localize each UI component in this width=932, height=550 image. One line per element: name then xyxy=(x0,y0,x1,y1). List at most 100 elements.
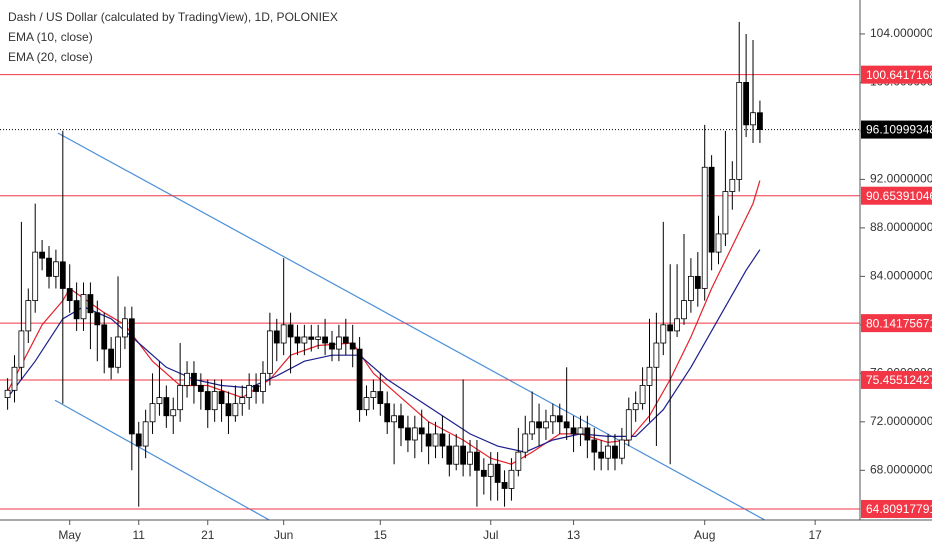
candle-body xyxy=(315,336,322,340)
candle-body xyxy=(280,324,287,344)
candle-body xyxy=(432,433,439,447)
candle-body xyxy=(439,433,446,447)
candle-body xyxy=(308,336,315,340)
x-tick-label: 17 xyxy=(808,528,822,542)
price-label-box xyxy=(861,120,932,139)
candle-body xyxy=(25,300,32,332)
candle-body xyxy=(508,469,515,489)
candle-body xyxy=(667,324,674,332)
candle-body xyxy=(53,261,59,277)
price-label-box xyxy=(861,186,932,205)
candle-body xyxy=(453,445,460,465)
candle-body xyxy=(425,433,432,447)
candle-body xyxy=(625,409,632,441)
candle-body xyxy=(170,409,177,417)
candle-body xyxy=(660,324,667,344)
candle-body xyxy=(605,445,611,459)
candle-body xyxy=(149,403,156,423)
candle-body xyxy=(356,348,363,411)
candle-body xyxy=(191,372,197,386)
x-tick-label: Jul xyxy=(483,528,498,542)
candle-body xyxy=(184,372,190,386)
candle-body xyxy=(701,166,708,289)
candle-body xyxy=(391,415,398,423)
candle-body xyxy=(377,391,384,405)
candle-body xyxy=(598,451,605,459)
candle-body xyxy=(632,403,639,411)
candle-body xyxy=(653,342,660,368)
candle-body xyxy=(260,372,266,392)
candle-body xyxy=(128,318,135,435)
candle-body xyxy=(18,330,25,368)
candle-body xyxy=(122,318,128,338)
candle-body xyxy=(66,288,73,302)
candle-body xyxy=(646,366,653,386)
x-tick-label: 15 xyxy=(374,528,388,542)
candle-body xyxy=(515,451,522,471)
candle-body xyxy=(273,330,280,344)
y-tick-label: 68.00000000 xyxy=(870,462,932,476)
price-label-box xyxy=(861,314,932,333)
candle-body xyxy=(87,294,94,314)
last-price-label: 96.10999348 xyxy=(866,123,932,137)
candle-body xyxy=(94,312,101,326)
candle-body xyxy=(487,463,494,477)
price-label-box xyxy=(861,499,932,518)
candle-body xyxy=(750,112,756,126)
candle-body xyxy=(584,427,591,441)
y-tick-label: 88.00000000 xyxy=(870,220,932,234)
candle-body xyxy=(480,469,487,477)
candle-body xyxy=(322,336,328,344)
price-label: 80.14175671 xyxy=(866,316,932,330)
candle-body xyxy=(398,415,404,429)
trend-line xyxy=(54,399,271,520)
candle-body xyxy=(232,403,239,417)
candle-body xyxy=(708,166,715,253)
candle-body xyxy=(460,445,467,465)
candle-body xyxy=(115,336,121,368)
candle-body xyxy=(32,251,39,302)
candle-body xyxy=(197,385,204,392)
candle-body xyxy=(335,336,342,350)
legend-entry: EMA (20, close) xyxy=(8,50,93,64)
candle-body xyxy=(329,342,335,350)
price-label: 100.64171685 xyxy=(866,68,932,82)
candle-body xyxy=(522,433,529,453)
candle-body xyxy=(287,324,294,338)
candle-body xyxy=(474,451,480,471)
candle-body xyxy=(618,439,625,459)
candle-body xyxy=(494,463,501,483)
candle-body xyxy=(543,421,549,429)
price-label-box xyxy=(861,65,932,84)
candle-body xyxy=(246,385,253,398)
candle-body xyxy=(757,112,763,130)
candle-body xyxy=(577,427,584,435)
candle-body xyxy=(177,385,184,411)
candle-body xyxy=(722,191,729,235)
candle-body xyxy=(142,421,149,447)
x-tick-label: Aug xyxy=(694,528,715,542)
candle-body xyxy=(301,336,308,344)
y-tick-label: 72.00000000 xyxy=(870,414,932,428)
candle-body xyxy=(591,439,598,453)
candle-body xyxy=(715,233,722,253)
candle-body xyxy=(405,427,411,441)
candle-body xyxy=(46,257,52,277)
x-tick-label: Jun xyxy=(274,528,293,542)
price-label: 90.65391046 xyxy=(866,189,932,203)
candle-body xyxy=(694,275,701,289)
candle-body xyxy=(163,397,170,417)
candle-body xyxy=(736,82,743,180)
y-tick-label: 104.00000000 xyxy=(870,26,932,40)
candle-body xyxy=(80,294,87,320)
candle-body xyxy=(570,427,577,435)
candle-body xyxy=(743,82,750,126)
candle-body xyxy=(225,403,232,417)
price-label: 75.45512427 xyxy=(866,373,932,387)
candle-body xyxy=(342,336,349,344)
x-tick-label: 13 xyxy=(567,528,581,542)
candle-body xyxy=(211,391,218,411)
candle-body xyxy=(384,403,391,423)
candle-body xyxy=(349,342,356,350)
